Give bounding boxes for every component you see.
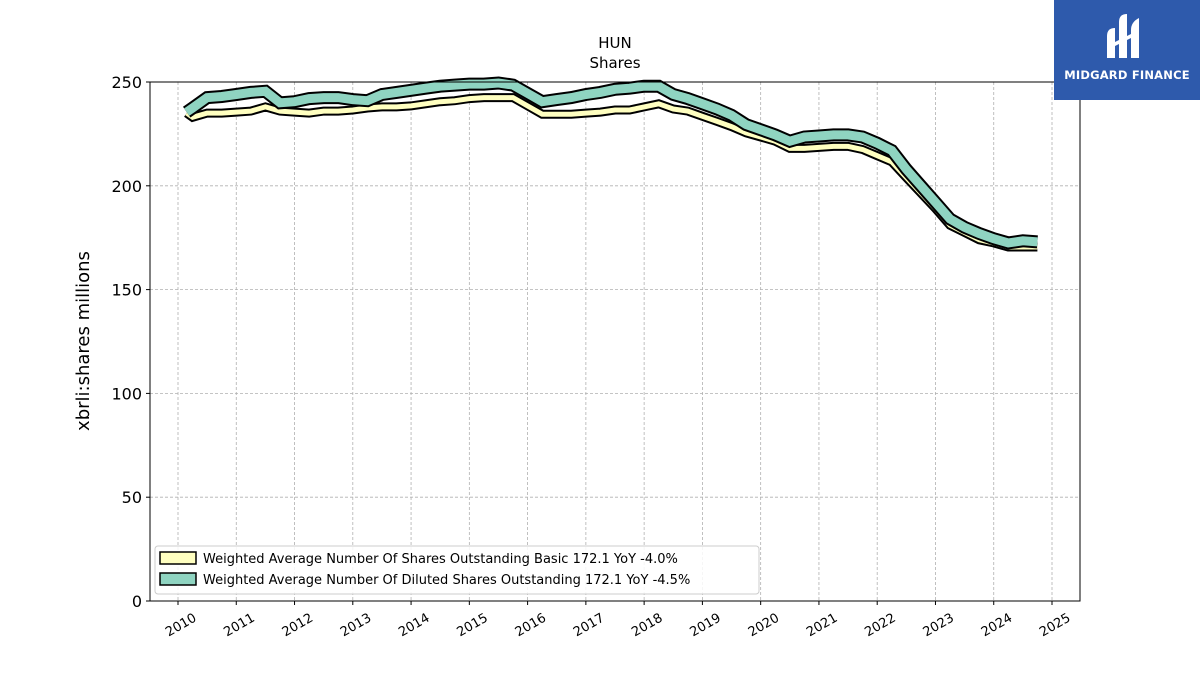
x-tick-label: 2020 <box>746 611 782 641</box>
y-tick-label: 100 <box>111 384 142 403</box>
logo-text: MIDGARD FINANCE <box>1064 68 1190 82</box>
series-line <box>184 78 1038 248</box>
x-tick-label: 2024 <box>979 611 1015 641</box>
x-tick-label: 2023 <box>921 611 957 641</box>
x-tick-label: 2013 <box>338 611 374 641</box>
x-tick-label: 2014 <box>396 611 432 641</box>
y-tick-label: 250 <box>111 73 142 92</box>
series-basic <box>184 93 1038 252</box>
legend-label-diluted: Weighted Average Number Of Diluted Share… <box>203 573 690 588</box>
chart-subtitle: Shares <box>589 54 640 72</box>
legend-label-basic: Weighted Average Number Of Shares Outsta… <box>203 552 678 567</box>
series-line <box>185 95 1038 250</box>
y-tick-label: 150 <box>111 281 142 300</box>
x-tick-label: 2011 <box>221 611 257 641</box>
x-tick-label: 2016 <box>513 611 549 641</box>
x-tick-label: 2015 <box>455 611 491 641</box>
y-tick-label: 0 <box>132 592 142 611</box>
legend: Weighted Average Number Of Shares Outsta… <box>154 545 760 595</box>
y-tick-label: 200 <box>111 177 142 196</box>
series-diluted <box>182 76 1038 250</box>
x-tick-label: 2012 <box>280 611 316 641</box>
x-tick-label: 2010 <box>163 611 199 641</box>
x-tick-label: 2019 <box>688 611 724 641</box>
logo-mark-icon <box>1107 14 1139 58</box>
x-tick-label: 2021 <box>804 611 840 641</box>
grid-lines <box>150 81 1080 602</box>
x-tick-label: 2025 <box>1037 611 1073 641</box>
chart-title: HUN <box>598 34 631 52</box>
series-layer <box>182 76 1038 252</box>
y-axis-label: xbrli:shares millions <box>73 251 94 431</box>
y-tick-label: 50 <box>122 488 142 507</box>
x-tick-label: 2022 <box>862 611 898 641</box>
legend-box <box>154 545 760 595</box>
plot-area-frame <box>149 81 1081 602</box>
x-tick-label: 2017 <box>571 611 607 641</box>
legend-swatch-diluted <box>159 572 197 586</box>
x-tick-label: 2018 <box>629 611 665 641</box>
legend-swatch-basic <box>159 551 197 565</box>
midgard-finance-logo: MIDGARD FINANCE <box>1054 0 1200 100</box>
